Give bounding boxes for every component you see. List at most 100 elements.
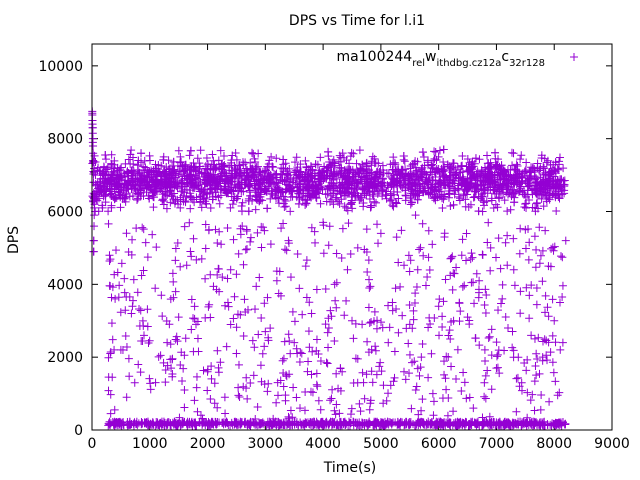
data-point (137, 271, 146, 280)
data-point (458, 161, 467, 170)
data-point (197, 185, 206, 194)
data-point (149, 166, 158, 175)
data-point (356, 193, 365, 202)
data-point (158, 312, 167, 321)
data-point (308, 165, 317, 174)
data-point (290, 338, 299, 347)
data-point (367, 345, 376, 354)
data-point (391, 177, 400, 186)
data-point (156, 351, 165, 360)
data-point (104, 207, 113, 216)
data-point (536, 251, 545, 260)
legend-marker-plus (570, 53, 578, 61)
data-point (209, 420, 218, 429)
data-point (389, 377, 398, 386)
data-point (266, 418, 275, 427)
data-point (107, 179, 116, 188)
data-point (298, 310, 307, 319)
data-point (237, 418, 246, 427)
data-point (122, 343, 131, 352)
data-point (424, 323, 433, 332)
data-point (284, 330, 293, 339)
data-point (429, 411, 438, 420)
data-point (179, 364, 188, 373)
data-point (167, 171, 176, 180)
data-point (483, 238, 492, 247)
data-point (203, 386, 212, 395)
data-point (302, 256, 311, 265)
data-point (530, 421, 539, 430)
data-point (407, 198, 416, 207)
data-point (530, 334, 539, 343)
data-point (289, 383, 298, 392)
data-point (427, 349, 436, 358)
data-point (491, 163, 500, 172)
data-point (286, 207, 295, 216)
data-point (190, 302, 199, 311)
data-point (556, 252, 565, 261)
data-point (396, 282, 405, 291)
data-point (434, 302, 443, 311)
data-point (440, 233, 449, 241)
data-point (315, 189, 324, 198)
data-point (285, 337, 294, 346)
y-tick-label: 2000 (47, 350, 83, 366)
data-point (280, 245, 289, 254)
data-point (330, 161, 339, 170)
data-point (105, 420, 114, 429)
data-point (312, 285, 321, 294)
data-point (440, 370, 449, 379)
data-point (124, 155, 133, 164)
data-point (441, 181, 450, 190)
data-point (307, 309, 316, 318)
data-point (138, 336, 147, 345)
data-point (467, 249, 476, 258)
data-point (190, 396, 199, 405)
legend-marker (570, 53, 578, 61)
data-point (367, 180, 376, 189)
data-point (235, 392, 244, 401)
data-point (520, 419, 529, 428)
data-point (374, 159, 383, 168)
data-point (339, 153, 348, 162)
data-point (503, 184, 512, 193)
data-point (167, 191, 176, 200)
data-point (530, 406, 539, 415)
data-point (264, 379, 273, 388)
data-point (313, 382, 322, 391)
data-point (152, 243, 161, 252)
data-point (458, 151, 467, 160)
data-point (509, 353, 518, 362)
data-point (104, 386, 113, 395)
data-point (152, 176, 161, 185)
data-point (137, 176, 146, 185)
data-point (234, 249, 243, 258)
data-point (239, 160, 248, 169)
data-point (463, 154, 472, 163)
data-point (159, 358, 168, 367)
data-point (530, 232, 539, 241)
data-point (316, 153, 325, 162)
data-point (362, 225, 371, 234)
data-point (415, 172, 424, 181)
data-point (415, 371, 424, 380)
data-point (435, 331, 444, 340)
data-point (358, 368, 367, 377)
data-point (124, 354, 133, 363)
data-point (251, 157, 260, 166)
data-point (528, 390, 537, 399)
data-point (432, 156, 441, 165)
data-point (187, 193, 196, 202)
data-point (452, 375, 460, 384)
data-point (126, 159, 135, 168)
data-point (372, 324, 381, 333)
data-point (399, 172, 408, 181)
data-point (227, 186, 236, 195)
data-point (405, 320, 414, 329)
data-point (482, 197, 491, 206)
data-point (192, 372, 201, 381)
data-point (554, 418, 563, 427)
data-point (263, 162, 272, 171)
data-point (288, 307, 297, 316)
data-point (121, 331, 130, 340)
